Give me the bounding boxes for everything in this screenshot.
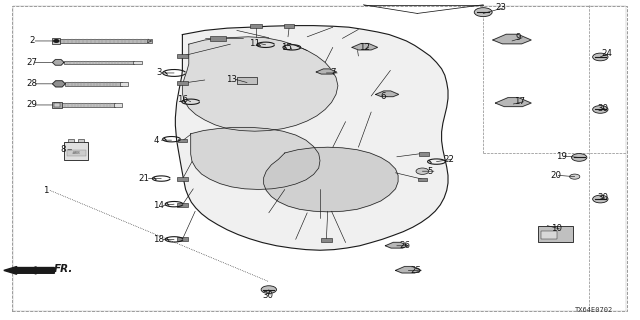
Bar	[177, 203, 188, 207]
Text: 19: 19	[557, 152, 567, 161]
Bar	[60, 39, 152, 43]
Bar	[68, 139, 74, 142]
Bar	[62, 103, 115, 107]
Bar	[237, 77, 257, 84]
Bar	[418, 178, 427, 181]
Bar	[177, 81, 188, 85]
Polygon shape	[264, 147, 398, 212]
Text: 2: 2	[29, 36, 35, 45]
Bar	[210, 36, 226, 41]
Text: 1: 1	[44, 186, 49, 195]
Text: 25: 25	[410, 266, 422, 275]
Text: 21: 21	[138, 174, 150, 183]
Bar	[114, 103, 122, 107]
Bar	[419, 152, 429, 156]
FancyArrow shape	[4, 267, 54, 274]
Text: 27: 27	[26, 58, 38, 67]
Bar	[177, 237, 188, 241]
Text: 14: 14	[153, 201, 164, 210]
Circle shape	[570, 174, 580, 179]
Text: 30: 30	[597, 104, 609, 113]
Polygon shape	[148, 39, 152, 43]
Circle shape	[593, 195, 608, 203]
Text: 17: 17	[514, 97, 525, 106]
Text: 7: 7	[330, 68, 335, 77]
Polygon shape	[396, 267, 421, 273]
Text: 24: 24	[601, 49, 612, 58]
Text: 15: 15	[281, 43, 292, 52]
Polygon shape	[316, 69, 337, 74]
Polygon shape	[52, 60, 64, 65]
Bar	[54, 103, 60, 107]
Text: TX64E0702: TX64E0702	[575, 307, 613, 313]
Text: 12: 12	[359, 43, 371, 52]
Text: 9: 9	[516, 33, 521, 42]
Text: 10: 10	[551, 224, 563, 233]
Text: 16: 16	[177, 95, 188, 104]
Circle shape	[54, 40, 59, 42]
Polygon shape	[495, 98, 531, 107]
Text: 5: 5	[428, 167, 433, 176]
Polygon shape	[175, 26, 448, 250]
Text: 28: 28	[26, 79, 38, 88]
Text: 18: 18	[153, 235, 164, 244]
Circle shape	[474, 8, 492, 17]
Bar	[67, 150, 86, 156]
Text: 13: 13	[226, 75, 237, 84]
Text: 30: 30	[262, 291, 273, 300]
Bar	[52, 102, 62, 108]
Polygon shape	[352, 44, 378, 50]
Bar	[133, 61, 142, 64]
Text: 22: 22	[444, 155, 455, 164]
Bar	[178, 139, 187, 142]
Text: 23: 23	[495, 4, 506, 12]
Bar	[52, 38, 60, 44]
Text: 29: 29	[27, 100, 37, 109]
Polygon shape	[385, 242, 408, 248]
Text: FR.: FR.	[54, 264, 73, 274]
Bar	[284, 24, 294, 28]
Text: 26: 26	[399, 241, 410, 250]
Text: 11: 11	[249, 39, 260, 48]
Text: 6: 6	[380, 92, 385, 101]
Circle shape	[416, 168, 429, 174]
Bar	[65, 82, 122, 85]
Bar	[541, 231, 557, 239]
Bar	[177, 54, 188, 58]
Text: #88: #88	[72, 151, 81, 155]
Text: 3: 3	[156, 68, 161, 77]
Bar	[78, 139, 84, 142]
Bar	[538, 226, 573, 242]
Circle shape	[572, 154, 587, 161]
Circle shape	[261, 286, 276, 293]
Bar	[64, 142, 88, 160]
Polygon shape	[376, 91, 399, 97]
Text: 4: 4	[154, 136, 159, 145]
Text: 30: 30	[597, 193, 609, 202]
Polygon shape	[182, 37, 338, 131]
Bar	[250, 24, 262, 28]
Polygon shape	[493, 34, 531, 44]
Polygon shape	[52, 81, 65, 87]
Bar	[321, 238, 332, 242]
Circle shape	[593, 53, 608, 61]
Text: 20: 20	[550, 171, 561, 180]
Text: 8: 8	[60, 145, 65, 154]
Polygon shape	[191, 127, 320, 189]
Bar	[120, 82, 128, 85]
Bar	[64, 61, 134, 64]
Bar	[177, 177, 188, 181]
Circle shape	[593, 106, 608, 113]
